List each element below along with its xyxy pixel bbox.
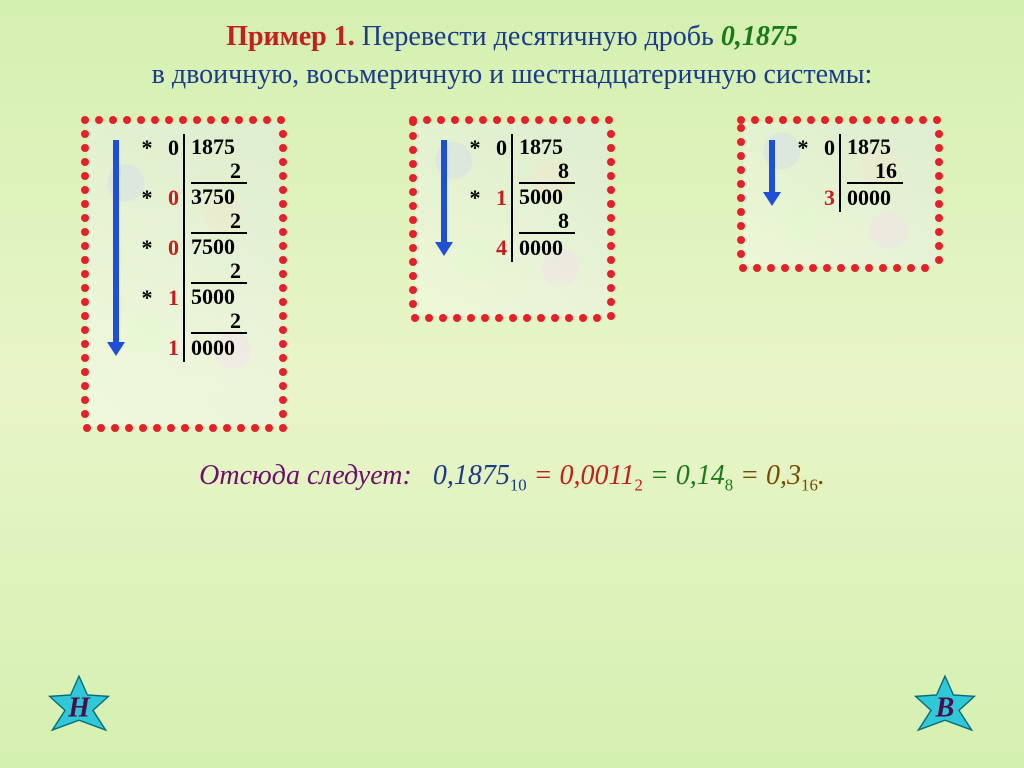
multiplier: 8 bbox=[519, 160, 575, 184]
title-text-1: Перевести десятичную дробь bbox=[362, 21, 714, 52]
multiply-symbol: * bbox=[789, 134, 817, 162]
fraction-part: 0000 bbox=[191, 334, 247, 362]
conclusion-term: 0,187510 bbox=[433, 460, 527, 491]
calc-step: * 0 1875 8 bbox=[461, 134, 575, 184]
multiplier: 2 bbox=[191, 310, 247, 334]
calc-step: * 1 5000 2 bbox=[133, 284, 247, 334]
integer-part: 0 bbox=[817, 134, 839, 162]
calc-step: * 1 5000 8 bbox=[461, 184, 575, 234]
fraction-wrap: 1875 16 bbox=[839, 134, 903, 184]
integer-part: 1 bbox=[489, 184, 511, 212]
down-arrow-icon bbox=[759, 134, 785, 208]
down-arrow-icon bbox=[103, 134, 129, 358]
fraction-part: 3750 bbox=[191, 184, 247, 210]
multiplier: 8 bbox=[519, 210, 575, 234]
multiplier: 16 bbox=[847, 160, 903, 184]
calc-step: * 0 3750 2 bbox=[133, 184, 247, 234]
calculation-column: * 0 1875 16 3 0000 bbox=[759, 134, 921, 212]
calc-step: * 0 1875 16 bbox=[789, 134, 903, 184]
fraction-wrap: 1875 2 bbox=[183, 134, 247, 184]
equals-sign: = bbox=[527, 460, 560, 491]
panel-hex: * 0 1875 16 3 0000 bbox=[735, 114, 945, 274]
fraction-wrap: 1875 8 bbox=[511, 134, 575, 184]
fraction-part: 7500 bbox=[191, 234, 247, 260]
integer-part: 1 bbox=[161, 284, 183, 312]
nav-prev-star[interactable]: Н bbox=[44, 674, 114, 744]
multiplier: 2 bbox=[191, 160, 247, 184]
conclusion-lead: Отсюда следует: bbox=[199, 460, 412, 491]
multiply-symbol: * bbox=[133, 284, 161, 312]
nav-next-letter: В bbox=[936, 692, 955, 724]
conclusion-term: 0,316 bbox=[766, 460, 818, 491]
calc-result-row: 3 0000 bbox=[789, 184, 903, 212]
multiply-symbol: * bbox=[461, 184, 489, 212]
down-arrow-icon bbox=[431, 134, 457, 258]
multiply-symbol: * bbox=[133, 134, 161, 162]
fraction-wrap: 3750 2 bbox=[183, 184, 247, 234]
calculation-column: * 0 1875 2 * 0 3750 2 * 0 7500 2 * 1 500… bbox=[103, 134, 265, 362]
integer-part: 1 bbox=[161, 334, 183, 362]
calc-result-row: 4 0000 bbox=[461, 234, 575, 262]
fraction-wrap: 5000 2 bbox=[183, 284, 247, 334]
fraction-wrap: 0000 bbox=[183, 334, 247, 362]
calc-step: * 0 1875 2 bbox=[133, 134, 247, 184]
panel-octal: * 0 1875 8 * 1 5000 8 4 0000 bbox=[407, 114, 617, 324]
fraction-part: 5000 bbox=[191, 284, 247, 310]
integer-part: 0 bbox=[161, 134, 183, 162]
multiplication-steps: * 0 1875 16 3 0000 bbox=[789, 134, 903, 212]
fraction-part: 0000 bbox=[519, 234, 575, 262]
multiplier: 2 bbox=[191, 260, 247, 284]
example-label: Пример 1. bbox=[226, 21, 355, 52]
nav-next-star[interactable]: В bbox=[910, 674, 980, 744]
conclusion-period: . bbox=[818, 460, 825, 491]
equals-sign: = bbox=[733, 460, 766, 491]
fraction-part: 1875 bbox=[847, 134, 903, 160]
calculation-column: * 0 1875 8 * 1 5000 8 4 0000 bbox=[431, 134, 593, 262]
fraction-wrap: 0000 bbox=[839, 184, 903, 212]
panel-binary: * 0 1875 2 * 0 3750 2 * 0 7500 2 * 1 500… bbox=[79, 114, 289, 434]
integer-part: 3 bbox=[817, 184, 839, 212]
multiplication-steps: * 0 1875 2 * 0 3750 2 * 0 7500 2 * 1 500… bbox=[133, 134, 247, 362]
fraction-part: 1875 bbox=[191, 134, 247, 160]
fraction-wrap: 5000 8 bbox=[511, 184, 575, 234]
title-value: 0,1875 bbox=[721, 21, 798, 52]
integer-part: 0 bbox=[489, 134, 511, 162]
integer-part: 0 bbox=[161, 234, 183, 262]
integer-part: 0 bbox=[161, 184, 183, 212]
calc-result-row: 1 0000 bbox=[133, 334, 247, 362]
fraction-wrap: 7500 2 bbox=[183, 234, 247, 284]
fraction-part: 0000 bbox=[847, 184, 903, 212]
fraction-wrap: 0000 bbox=[511, 234, 575, 262]
multiply-symbol: * bbox=[133, 234, 161, 262]
multiplication-steps: * 0 1875 8 * 1 5000 8 4 0000 bbox=[461, 134, 575, 262]
integer-part: 4 bbox=[489, 234, 511, 262]
conclusion-term: 0,148 bbox=[676, 460, 733, 491]
conclusion: Отсюда следует: 0,187510 = 0,00112 = 0,1… bbox=[0, 460, 1024, 496]
multiply-symbol: * bbox=[461, 134, 489, 162]
fraction-part: 1875 bbox=[519, 134, 575, 160]
calc-step: * 0 7500 2 bbox=[133, 234, 247, 284]
multiply-symbol: * bbox=[133, 184, 161, 212]
title-text-2: в двоичную, восьмеричную и шестнадцатери… bbox=[152, 59, 873, 90]
calculation-panels: * 0 1875 2 * 0 3750 2 * 0 7500 2 * 1 500… bbox=[0, 104, 1024, 434]
fraction-part: 5000 bbox=[519, 184, 575, 210]
slide-title: Пример 1. Перевести десятичную дробь 0,1… bbox=[0, 0, 1024, 104]
equals-sign: = bbox=[643, 460, 676, 491]
conclusion-term: 0,00112 bbox=[560, 460, 643, 491]
nav-prev-letter: Н bbox=[68, 692, 90, 724]
multiplier: 2 bbox=[191, 210, 247, 234]
